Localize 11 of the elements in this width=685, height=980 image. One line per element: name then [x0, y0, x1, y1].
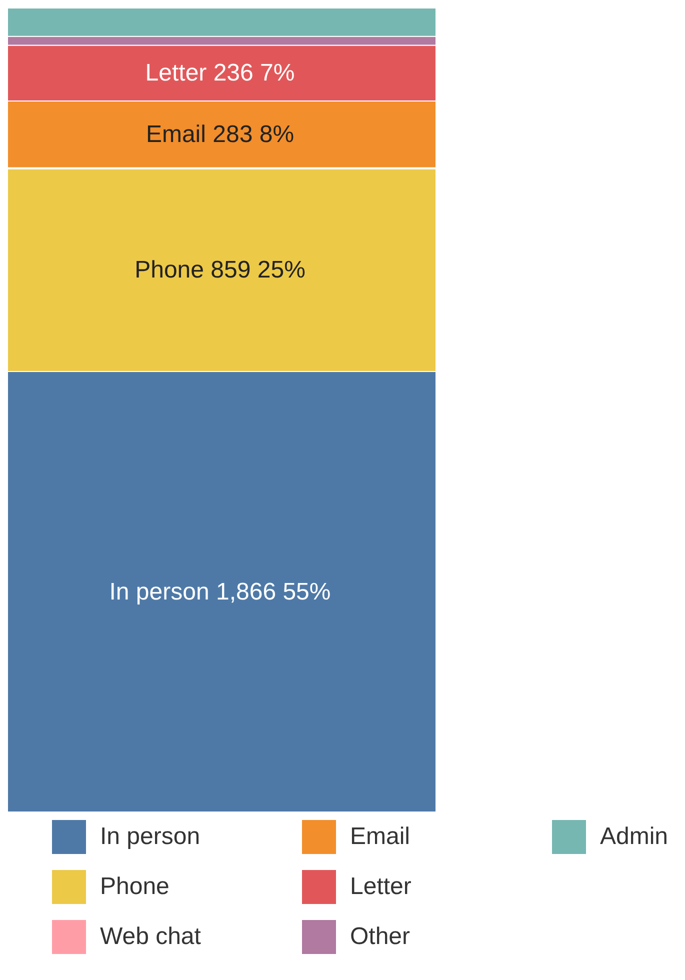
legend-label: Web chat [100, 923, 201, 951]
legend-label: Phone [100, 873, 170, 901]
data-label: Letter 236 7% [145, 60, 295, 87]
data-label: In person 1,866 55% [109, 578, 331, 606]
series-label: In person [100, 823, 200, 851]
data-label: Phone 859 25% [134, 256, 306, 284]
legend-label: Admin [600, 823, 668, 851]
legend-label: Email [350, 823, 410, 851]
legend-label: Letter [350, 873, 412, 901]
legend-label: Other [350, 923, 410, 951]
data-label: Email 283 8% [146, 120, 294, 148]
